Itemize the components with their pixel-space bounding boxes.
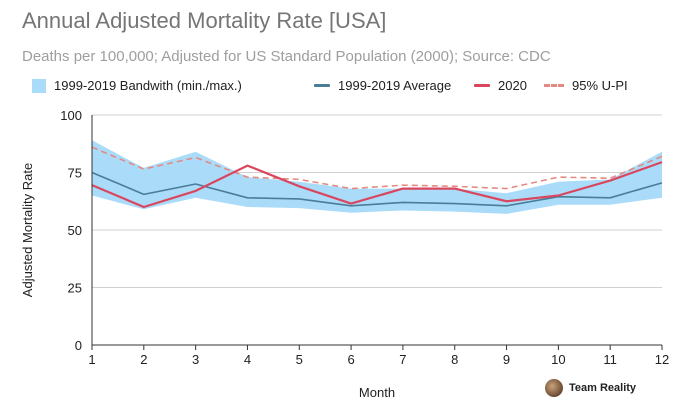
chart-legend: 1999-2019 Bandwith (min./max.) 1999-2019…	[0, 78, 680, 98]
legend-item-average[interactable]: 1999-2019 Average	[314, 78, 451, 93]
x-tick-label-2: 2	[140, 352, 147, 367]
watermark: Team Reality	[545, 379, 636, 397]
band-polygon	[92, 140, 662, 214]
y-tick-label-75: 75	[68, 166, 82, 181]
y-tick-label-0: 0	[75, 338, 82, 353]
band-area	[92, 140, 662, 214]
y-tick-label-50: 50	[68, 223, 82, 238]
series-line-95-u-pi	[91, 146, 663, 190]
legend-swatch-2020	[474, 84, 490, 87]
x-tick-label-4: 4	[244, 352, 251, 367]
x-tick-label-7: 7	[399, 352, 406, 367]
series-line-2020	[91, 161, 663, 209]
x-tick-label-5: 5	[296, 352, 303, 367]
chart-subtitle: Deaths per 100,000; Adjusted for US Stan…	[22, 48, 551, 65]
legend-swatch-upi	[544, 84, 564, 87]
legend-item-band[interactable]: 1999-2019 Bandwith (min./max.)	[32, 78, 242, 93]
x-tick-label-6: 6	[347, 352, 354, 367]
x-tick-label-12: 12	[655, 352, 669, 367]
y-tick-labels: 0 25 50 75 100	[60, 108, 82, 353]
x-tick-label-1: 1	[88, 352, 95, 367]
legend-item-upi[interactable]: 95% U-PI	[544, 78, 628, 93]
series-line-1999-2019-average	[91, 171, 663, 207]
legend-item-2020[interactable]: 2020	[474, 78, 527, 93]
watermark-avatar-icon	[545, 379, 563, 397]
y-tick-label-25: 25	[68, 281, 82, 296]
x-tick-labels: 1 2 3 4 5 6 7 8 9 10 11 12	[88, 352, 669, 367]
x-tick-label-9: 9	[503, 352, 510, 367]
legend-label-band: 1999-2019 Bandwith (min./max.)	[54, 78, 242, 93]
legend-swatch-band	[32, 78, 46, 93]
x-tick-label-3: 3	[192, 352, 199, 367]
axes	[91, 115, 663, 350]
legend-swatch-average	[314, 84, 330, 87]
x-axis-label: Month	[359, 385, 395, 400]
series-lines	[91, 146, 663, 209]
legend-label-2020: 2020	[498, 78, 527, 93]
x-tick-label-8: 8	[451, 352, 458, 367]
legend-label-upi: 95% U-PI	[572, 78, 628, 93]
grid-lines	[92, 114, 662, 346]
x-tick-label-10: 10	[551, 352, 565, 367]
x-tick-label-11: 11	[603, 352, 617, 367]
y-tick-label-100: 100	[60, 108, 82, 123]
legend-label-average: 1999-2019 Average	[338, 78, 452, 93]
chart-title: Annual Adjusted Mortality Rate [USA]	[22, 8, 387, 33]
y-axis-label: Adjusted Mortality Rate	[20, 163, 35, 297]
watermark-text: Team Reality	[569, 382, 637, 394]
